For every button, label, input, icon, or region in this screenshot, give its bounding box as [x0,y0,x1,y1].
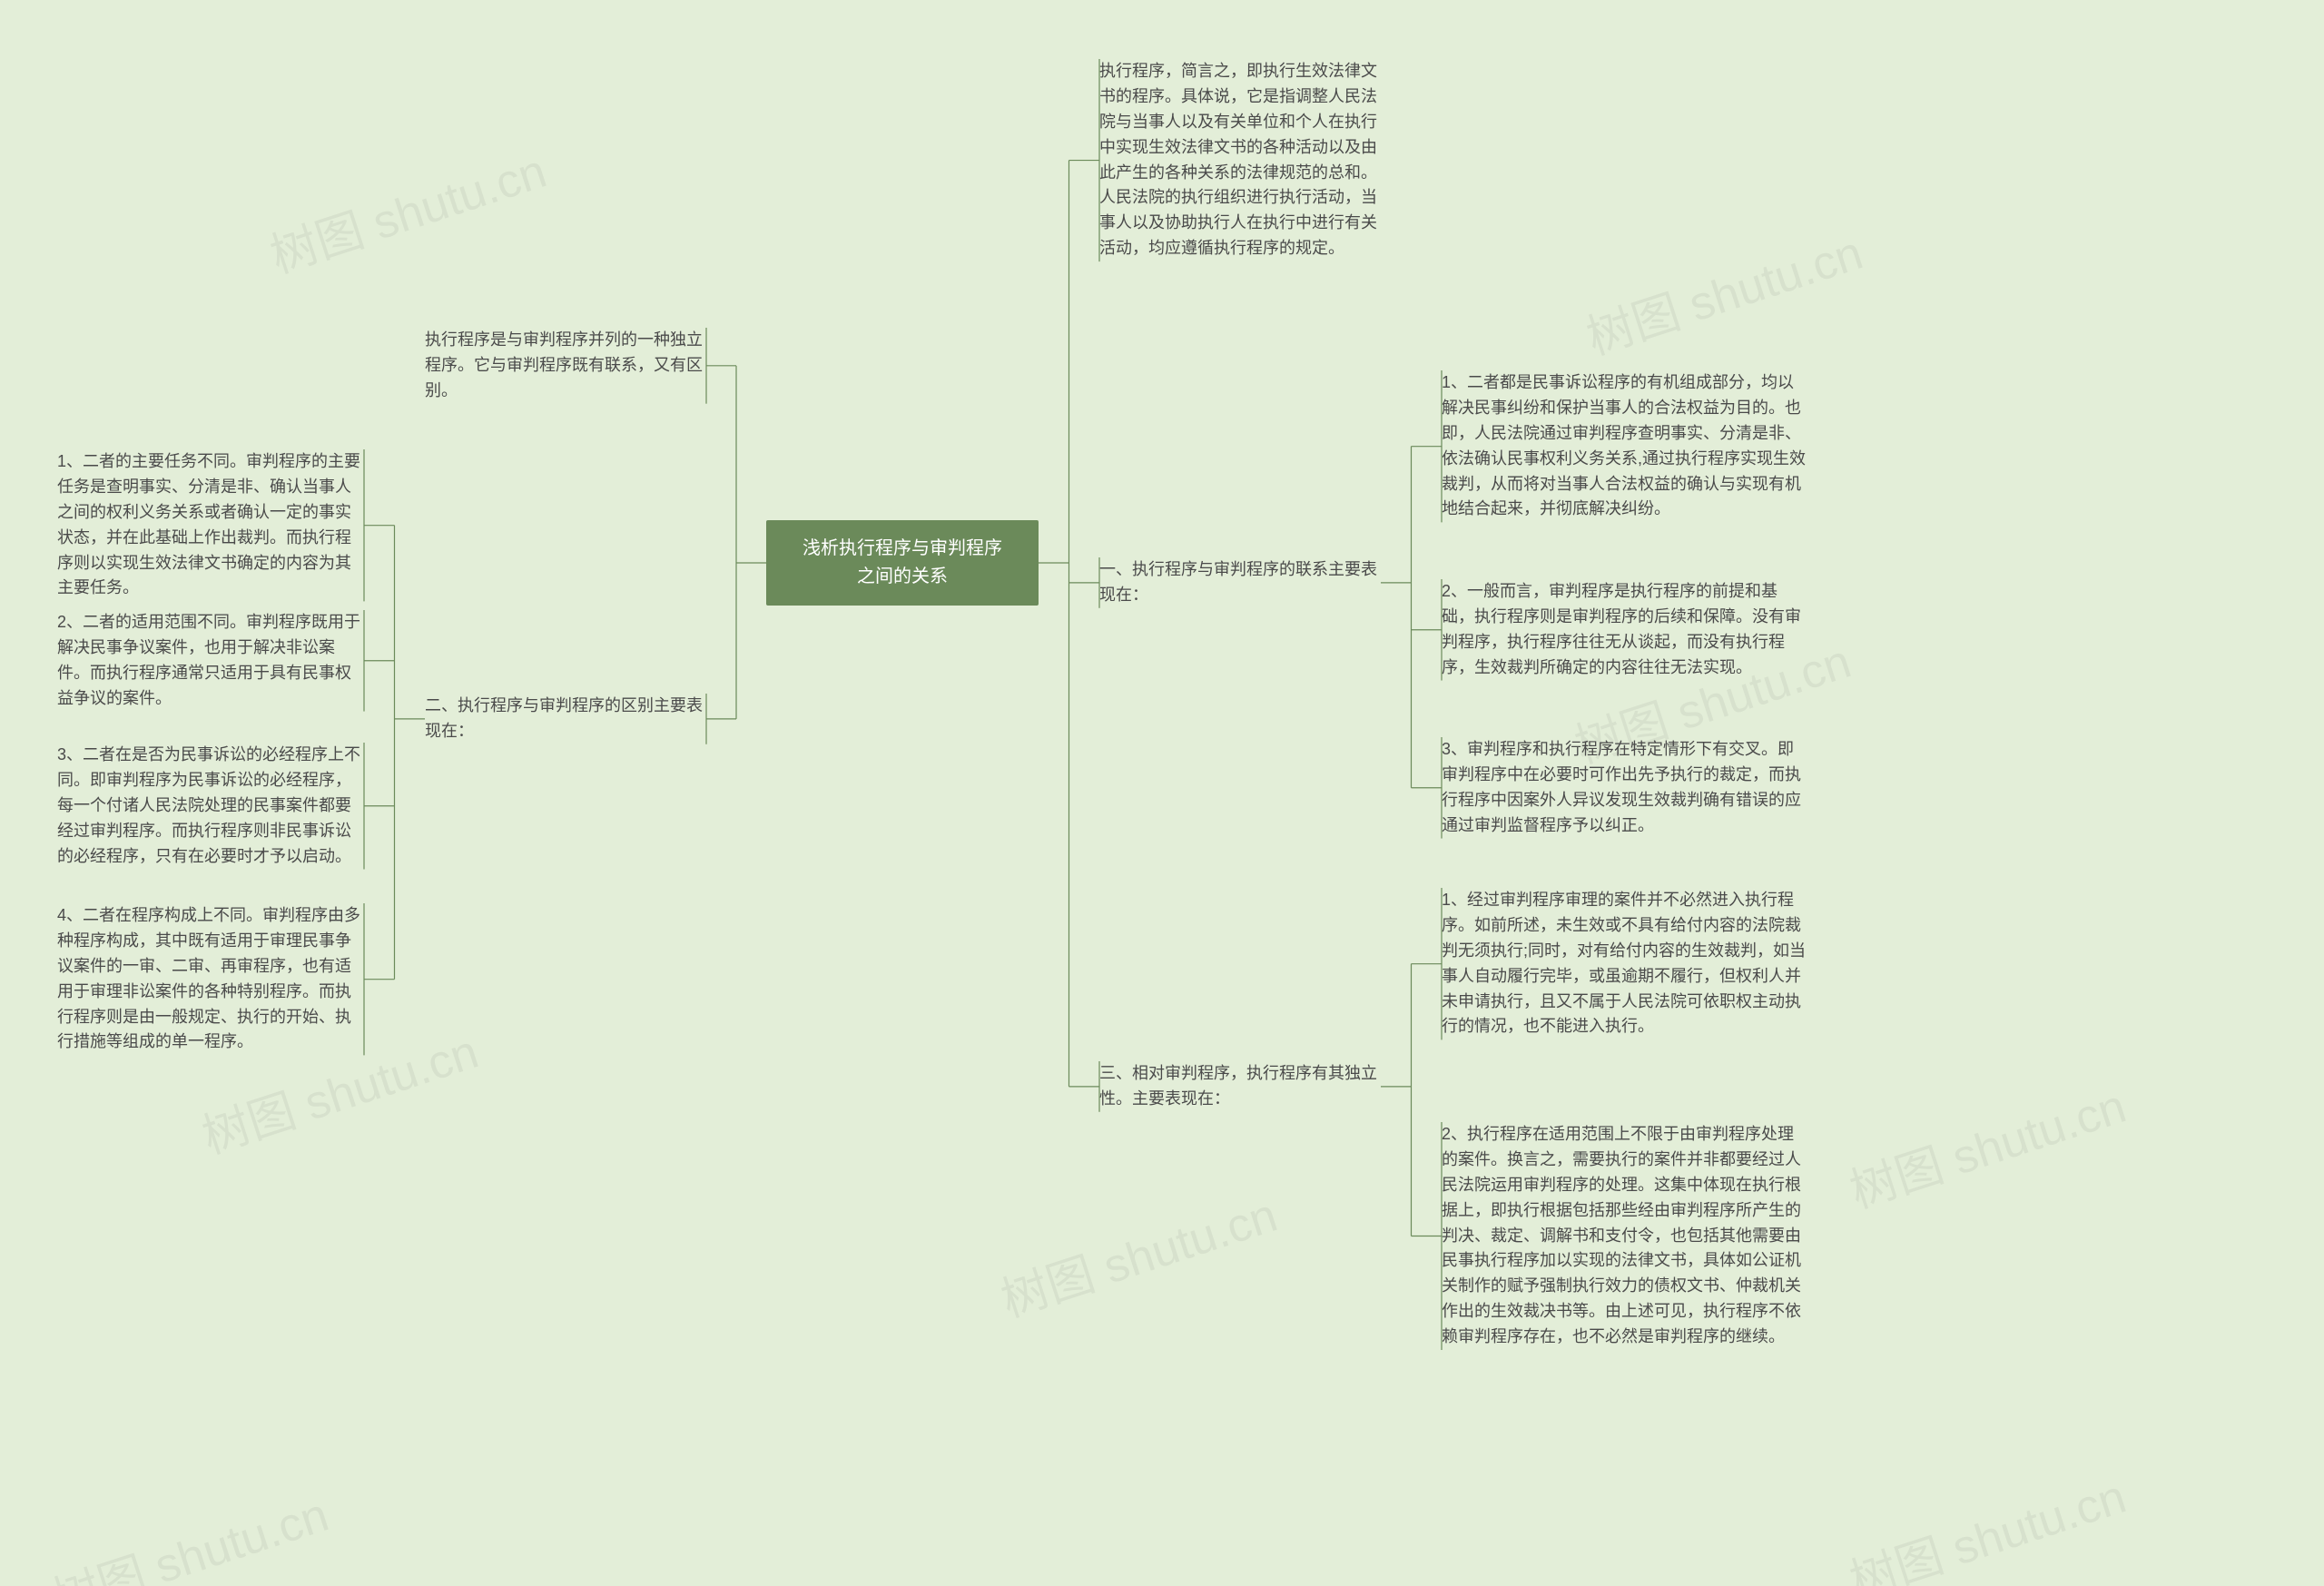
right-relation-item-3: 3、审判程序和执行程序在特定情形下有交叉。即审判程序中在必要时可作出先予执行的裁… [1442,737,1808,839]
right-indep-item-2: 2、执行程序在适用范围上不限于由审判程序处理的案件。换言之，需要执行的案件并非都… [1442,1122,1808,1350]
left-diff-item-2: 2、二者的适用范围不同。审判程序既用于解决民事争议案件，也用于解决非讼案件。而执… [57,610,364,712]
left-diff-item-3: 3、二者在是否为民事诉讼的必经程序上不同。即审判程序为民事诉讼的必经程序，每一个… [57,743,364,869]
right-branch-def: 执行程序，简言之，即执行生效法律文书的程序。具体说，它是指调整人民法院与当事人以… [1099,59,1381,261]
right-branch-independence: 三、相对审判程序，执行程序有其独立性。主要表现在： [1099,1061,1381,1112]
root-line1: 浅析执行程序与审判程序 [786,535,1019,563]
left-branch-diff: 二、执行程序与审判程序的区别主要表现在： [425,694,706,744]
root-line2: 之间的关系 [786,563,1019,591]
right-indep-item-1: 1、经过审判程序审理的案件并不必然进入执行程序。如前所述，未生效或不具有给付内容… [1442,888,1808,1039]
left-branch-intro: 执行程序是与审判程序并列的一种独立程序。它与审判程序既有联系，又有区别。 [425,328,706,404]
right-relation-item-1: 1、二者都是民事诉讼程序的有机组成部分，均以解决民事纠纷和保护当事人的合法权益为… [1442,370,1808,522]
mindmap-root: 浅析执行程序与审判程序 之间的关系 [766,520,1039,606]
left-diff-item-4: 4、二者在程序构成上不同。审判程序由多种程序构成，其中既有适用于审理民事争议案件… [57,903,364,1055]
left-diff-item-1: 1、二者的主要任务不同。审判程序的主要任务是查明事实、分清是非、确认当事人之间的… [57,449,364,601]
right-branch-relation: 一、执行程序与审判程序的联系主要表现在： [1099,557,1381,608]
right-relation-item-2: 2、一般而言，审判程序是执行程序的前提和基础，执行程序则是审判程序的后续和保障。… [1442,579,1808,681]
